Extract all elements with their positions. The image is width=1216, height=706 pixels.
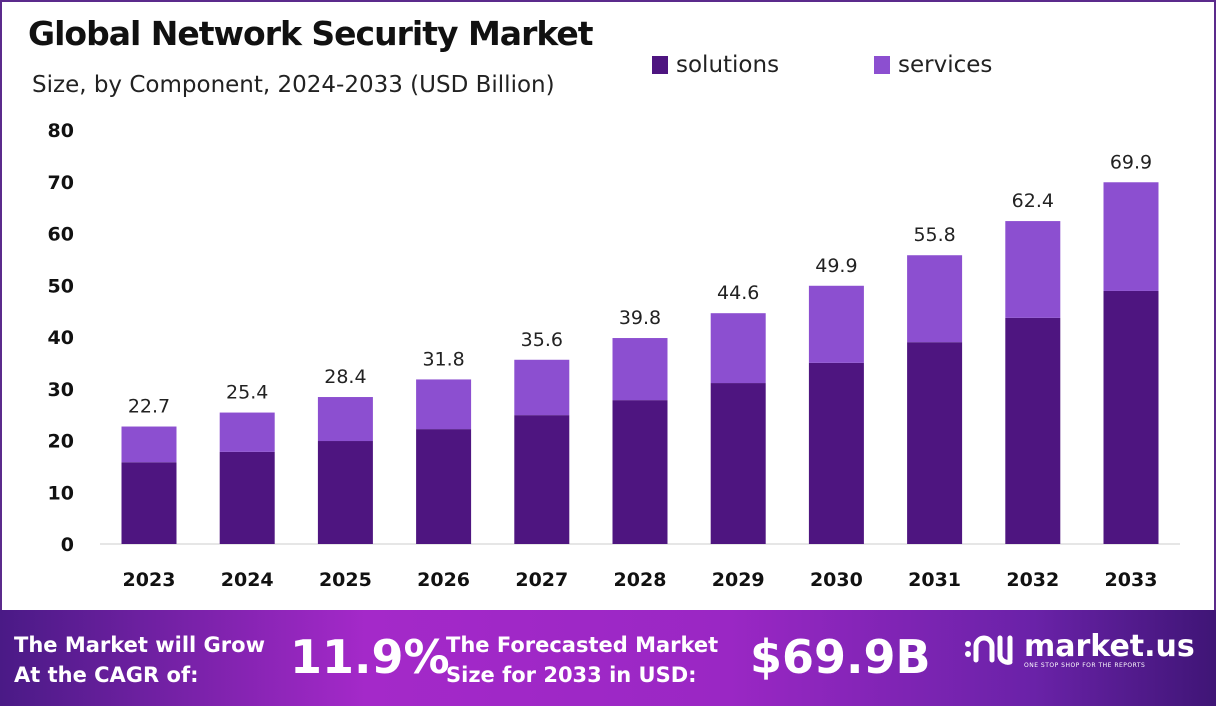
data-label-total: 22.7 [128,396,170,418]
bar-services-2030 [808,285,864,363]
forecast-label: The Forecasted Market Size for 2033 in U… [446,630,718,690]
forecast-label-line1: The Forecasted Market [446,633,719,657]
bar-services-2028 [612,338,668,401]
data-label-total: 49.9 [815,255,857,277]
data-label-total: 35.6 [521,329,563,351]
data-label-total: 31.8 [422,348,464,370]
y-tick-label: 30 [48,379,74,401]
bar-services-2033 [1103,182,1159,291]
x-tick-label: 2032 [1006,569,1059,591]
bar-chart: 0102030405060708022.7202325.4202428.4202… [48,120,1180,591]
x-tick-label: 2026 [417,569,470,591]
cagr-label: The Market will Grow At the CAGR of: [14,630,265,690]
data-label-total: 39.8 [619,307,661,329]
y-tick-label: 80 [48,120,74,142]
x-tick-label: 2023 [123,569,176,591]
market-us-logo: market.us ONE STOP SHOP FOR THE REPORTS [962,630,1195,670]
bar-solutions-2026 [416,429,472,544]
bar-services-2026 [416,379,472,430]
legend-item-services: services [874,52,992,78]
footer-banner: The Market will Grow At the CAGR of: 11.… [0,610,1216,706]
y-tick-label: 40 [48,327,74,349]
y-tick-label: 50 [48,275,74,297]
data-label-total: 25.4 [226,382,268,404]
bar-services-2031 [907,255,963,343]
bar-solutions-2032 [1005,317,1061,544]
y-tick-label: 60 [48,224,74,246]
x-tick-label: 2030 [810,569,863,591]
x-tick-label: 2024 [221,569,274,591]
bar-solutions-2030 [808,362,864,544]
cagr-value: 11.9% [290,630,450,684]
bar-solutions-2028 [612,400,668,544]
data-label-total: 55.8 [913,224,955,246]
bar-services-2023 [121,426,177,463]
data-label-total: 44.6 [717,282,759,304]
x-tick-label: 2031 [908,569,961,591]
y-tick-label: 20 [48,431,74,453]
legend-swatch-solutions [652,56,668,74]
chart-subtitle: Size, by Component, 2024-2033 (USD Billi… [32,72,555,98]
chart-title: Global Network Security Market [28,14,594,53]
bar-solutions-2027 [514,415,570,544]
legend-item-solutions: solutions [652,52,779,78]
bar-services-2024 [219,412,275,452]
cagr-label-line1: The Market will Grow [14,633,265,657]
y-tick-label: 70 [48,172,74,194]
x-tick-label: 2033 [1105,569,1158,591]
bar-solutions-2024 [219,451,275,544]
bar-services-2027 [514,359,570,416]
forecast-label-line2: Size for 2033 in USD: [446,663,697,687]
x-tick-label: 2029 [712,569,765,591]
brand-name: market.us [1024,628,1195,664]
logo-icon [965,635,1013,665]
bar-services-2032 [1005,221,1061,318]
bar-services-2025 [317,397,373,442]
forecast-value: $69.9B [750,630,931,684]
bar-solutions-2031 [907,342,963,544]
cagr-label-line2: At the CAGR of: [14,663,199,687]
legend-label: services [898,52,993,78]
data-label-total: 69.9 [1110,151,1152,173]
brand-tagline: ONE STOP SHOP FOR THE REPORTS [1024,661,1146,669]
bar-services-2029 [710,313,766,384]
data-label-total: 28.4 [324,366,366,388]
legend-label: solutions [676,52,780,78]
bar-solutions-2029 [710,383,766,544]
y-tick-label: 0 [61,534,74,556]
x-tick-label: 2025 [319,569,372,591]
x-tick-label: 2027 [515,569,568,591]
bar-solutions-2033 [1103,290,1159,544]
x-tick-label: 2028 [614,569,667,591]
legend-swatch-services [874,56,890,74]
data-label-total: 62.4 [1012,190,1054,212]
bar-solutions-2025 [317,441,373,544]
y-tick-label: 10 [48,482,74,504]
bar-solutions-2023 [121,462,177,544]
